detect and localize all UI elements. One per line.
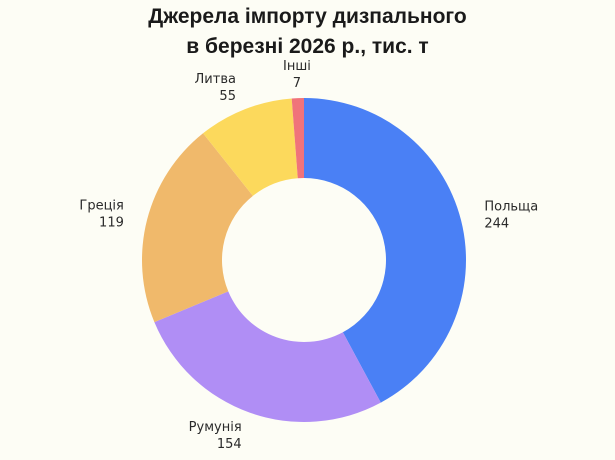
- slice-4: [291, 98, 304, 179]
- slice-label-value-2: 119: [99, 216, 124, 231]
- slice-2: [141, 133, 253, 323]
- slice-label-name-3: Литва: [195, 72, 236, 87]
- slice-label-value-1: 154: [217, 437, 242, 452]
- slice-label-0: Польща 244: [484, 200, 538, 232]
- slice-label-name-2: Греція: [79, 199, 123, 214]
- slice-3: [203, 98, 298, 196]
- chart-title-line-2: в березні 2026 р., тис. т: [186, 35, 428, 58]
- slice-label-4: Інші 7: [283, 59, 311, 91]
- slice-labels: Польща 244 Румунія 154 Греція 119 Литва 55 Інші 7: [79, 59, 538, 452]
- slice-label-1: Румунія 154: [189, 420, 242, 452]
- chart-title-line-1: Джерела імпорту дизпального: [148, 5, 466, 28]
- slice-1: [154, 291, 381, 422]
- slice-label-name-4: Інші: [283, 59, 311, 74]
- slice-label-name-0: Польща: [484, 200, 538, 215]
- slice-label-value-0: 244: [484, 217, 509, 232]
- slice-label-value-4: 7: [293, 76, 301, 91]
- slice-label-3: Литва 55: [195, 72, 236, 104]
- slice-label-value-3: 55: [219, 89, 236, 104]
- slice-label-2: Греція 119: [79, 199, 123, 231]
- slice-label-name-1: Румунія: [189, 420, 242, 435]
- donut-slices: [141, 98, 466, 422]
- slice-0: [304, 98, 466, 403]
